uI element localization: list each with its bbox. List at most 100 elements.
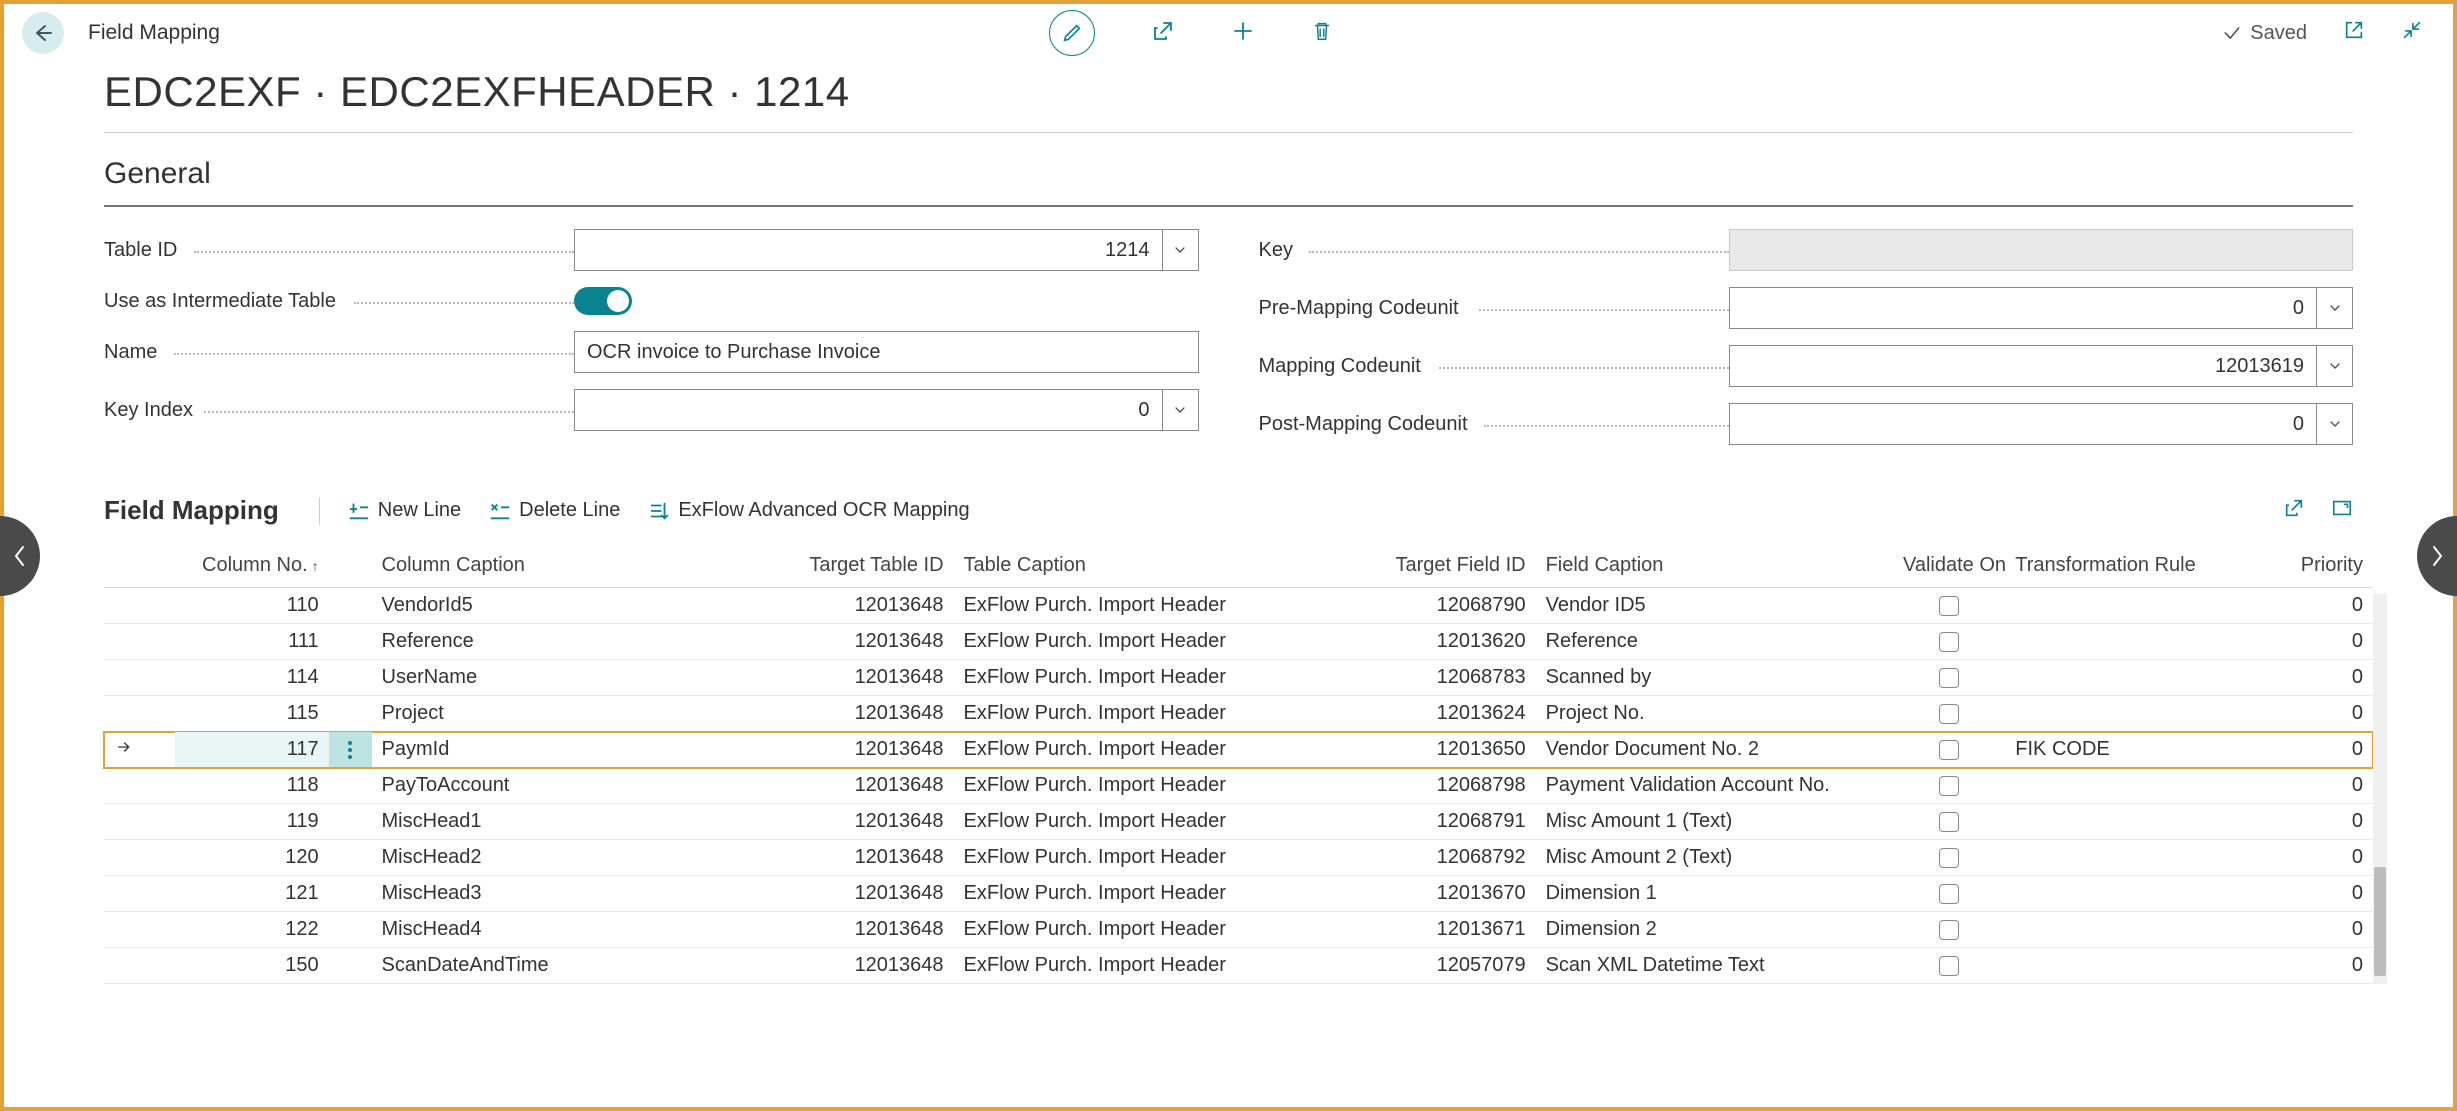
cell-target-field-id[interactable]: 12068791 — [1331, 804, 1535, 840]
cell-colno[interactable]: 150 — [175, 948, 328, 984]
input-key-index[interactable]: 0 — [574, 389, 1199, 431]
cell-target-table-id[interactable]: 12013648 — [749, 588, 953, 624]
cell-target-table-id[interactable]: 12013648 — [749, 768, 953, 804]
table-row[interactable]: 110VendorId512013648ExFlow Purch. Import… — [104, 588, 2373, 624]
row-menu-button[interactable] — [329, 624, 372, 660]
col-header-priority[interactable]: Priority — [2230, 544, 2373, 588]
row-menu-button[interactable] — [329, 660, 372, 696]
col-header-colno[interactable]: Column No.↑ — [175, 544, 328, 588]
table-row[interactable]: 119MiscHead112013648ExFlow Purch. Import… — [104, 804, 2373, 840]
checkbox[interactable] — [1939, 812, 1959, 832]
cell-transformation-rule[interactable] — [2005, 588, 2230, 624]
cell-field-caption[interactable]: Misc Amount 1 (Text) — [1536, 804, 1893, 840]
collapse-button[interactable] — [2401, 19, 2423, 47]
cell-target-field-id[interactable]: 12068790 — [1331, 588, 1535, 624]
cell-target-table-id[interactable]: 12013648 — [749, 948, 953, 984]
cell-colno[interactable]: 119 — [175, 804, 328, 840]
cell-field-caption[interactable]: Dimension 2 — [1536, 912, 1893, 948]
checkbox[interactable] — [1939, 740, 1959, 760]
cell-validate-only[interactable] — [1893, 624, 2005, 660]
cell-field-caption[interactable]: Payment Validation Account No. — [1536, 768, 1893, 804]
cell-table-caption[interactable]: ExFlow Purch. Import Header — [954, 696, 1332, 732]
cell-transformation-rule[interactable] — [2005, 660, 2230, 696]
cell-target-table-id[interactable]: 12013648 — [749, 876, 953, 912]
col-header-tcaption[interactable]: Table Caption — [954, 544, 1332, 588]
cell-transformation-rule[interactable] — [2005, 804, 2230, 840]
cell-transformation-rule[interactable] — [2005, 840, 2230, 876]
chevron-down-icon[interactable] — [1162, 230, 1198, 270]
cell-colno[interactable]: 114 — [175, 660, 328, 696]
cell-table-caption[interactable]: ExFlow Purch. Import Header — [954, 660, 1332, 696]
table-row[interactable]: 117PaymId12013648ExFlow Purch. Import He… — [104, 732, 2373, 768]
cell-priority[interactable]: 0 — [2230, 876, 2373, 912]
cell-target-field-id[interactable]: 12013671 — [1331, 912, 1535, 948]
chevron-down-icon[interactable] — [2316, 346, 2352, 386]
table-row[interactable]: 111Reference12013648ExFlow Purch. Import… — [104, 624, 2373, 660]
cell-transformation-rule[interactable] — [2005, 948, 2230, 984]
cell-table-caption[interactable]: ExFlow Purch. Import Header — [954, 732, 1332, 768]
cell-transformation-rule[interactable] — [2005, 912, 2230, 948]
open-new-window-button[interactable] — [2343, 19, 2365, 47]
cell-table-caption[interactable]: ExFlow Purch. Import Header — [954, 912, 1332, 948]
input-table-id[interactable]: 1214 — [574, 229, 1199, 271]
cell-caption[interactable]: ScanDateAndTime — [372, 948, 750, 984]
cell-transformation-rule[interactable] — [2005, 696, 2230, 732]
cell-validate-only[interactable] — [1893, 948, 2005, 984]
table-row[interactable]: 122MiscHead412013648ExFlow Purch. Import… — [104, 912, 2373, 948]
cell-table-caption[interactable]: ExFlow Purch. Import Header — [954, 840, 1332, 876]
cell-target-table-id[interactable]: 12013648 — [749, 732, 953, 768]
cell-field-caption[interactable]: Vendor ID5 — [1536, 588, 1893, 624]
delete-button[interactable] — [1311, 19, 1333, 48]
cell-table-caption[interactable]: ExFlow Purch. Import Header — [954, 876, 1332, 912]
share-button[interactable] — [1151, 19, 1175, 48]
col-header-fcaption[interactable]: Field Caption — [1536, 544, 1893, 588]
cell-priority[interactable]: 0 — [2230, 696, 2373, 732]
cell-colno[interactable]: 122 — [175, 912, 328, 948]
cell-target-field-id[interactable]: 12057079 — [1331, 948, 1535, 984]
checkbox[interactable] — [1939, 884, 1959, 904]
edit-button[interactable] — [1049, 10, 1095, 56]
cell-colno[interactable]: 118 — [175, 768, 328, 804]
checkbox[interactable] — [1939, 704, 1959, 724]
cell-priority[interactable]: 0 — [2230, 804, 2373, 840]
input-mapping-codeunit[interactable]: 12013619 — [1729, 345, 2354, 387]
cell-priority[interactable]: 0 — [2230, 840, 2373, 876]
cell-transformation-rule[interactable] — [2005, 876, 2230, 912]
new-line-button[interactable]: New Line — [348, 499, 461, 522]
grid-scrollbar-thumb[interactable] — [2374, 867, 2386, 976]
toggle-use-as-intermediate-table[interactable] — [574, 287, 632, 315]
cell-validate-only[interactable] — [1893, 804, 2005, 840]
cell-caption[interactable]: Reference — [372, 624, 750, 660]
row-menu-button[interactable] — [329, 696, 372, 732]
cell-caption[interactable]: Project — [372, 696, 750, 732]
field-mapping-grid[interactable]: Column No.↑ Column Caption Target Table … — [104, 544, 2373, 984]
grid-expand-button[interactable] — [2331, 497, 2353, 524]
table-row[interactable]: 121MiscHead312013648ExFlow Purch. Import… — [104, 876, 2373, 912]
chevron-down-icon[interactable] — [1162, 390, 1198, 430]
row-menu-button[interactable] — [329, 912, 372, 948]
row-menu-button[interactable] — [329, 768, 372, 804]
cell-priority[interactable]: 0 — [2230, 768, 2373, 804]
cell-transformation-rule[interactable] — [2005, 768, 2230, 804]
cell-transformation-rule[interactable] — [2005, 624, 2230, 660]
cell-table-caption[interactable]: ExFlow Purch. Import Header — [954, 588, 1332, 624]
delete-line-button[interactable]: Delete Line — [489, 499, 620, 522]
checkbox[interactable] — [1939, 632, 1959, 652]
cell-field-caption[interactable]: Project No. — [1536, 696, 1893, 732]
table-row[interactable]: 118PayToAccount12013648ExFlow Purch. Imp… — [104, 768, 2373, 804]
col-header-tti[interactable]: Target Table ID — [749, 544, 953, 588]
cell-target-table-id[interactable]: 12013648 — [749, 912, 953, 948]
checkbox[interactable] — [1939, 956, 1959, 976]
chevron-down-icon[interactable] — [2316, 288, 2352, 328]
cell-table-caption[interactable]: ExFlow Purch. Import Header — [954, 804, 1332, 840]
cell-colno[interactable]: 110 — [175, 588, 328, 624]
cell-colno[interactable]: 111 — [175, 624, 328, 660]
cell-validate-only[interactable] — [1893, 660, 2005, 696]
checkbox[interactable] — [1939, 776, 1959, 796]
cell-colno[interactable]: 121 — [175, 876, 328, 912]
cell-target-table-id[interactable]: 12013648 — [749, 696, 953, 732]
back-button[interactable] — [22, 12, 64, 54]
cell-priority[interactable]: 0 — [2230, 624, 2373, 660]
cell-caption[interactable]: MiscHead1 — [372, 804, 750, 840]
cell-validate-only[interactable] — [1893, 588, 2005, 624]
